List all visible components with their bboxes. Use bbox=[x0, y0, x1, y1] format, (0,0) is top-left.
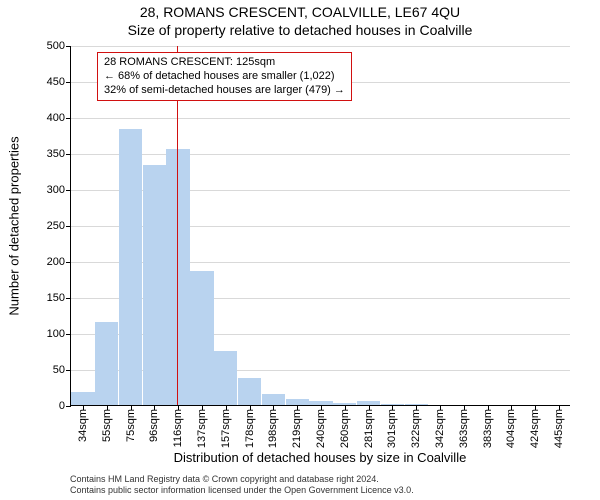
chart-plot-area: 05010015020025030035040045050034sqm55sqm… bbox=[70, 46, 570, 406]
xtick-label: 363sqm bbox=[458, 409, 470, 448]
chart-subtitle: Size of property relative to detached ho… bbox=[0, 22, 600, 38]
xtick-label: 383sqm bbox=[482, 409, 494, 448]
ytick-mark bbox=[66, 334, 71, 335]
ytick-mark bbox=[66, 46, 71, 47]
ytick-label: 50 bbox=[53, 364, 65, 376]
ytick-mark bbox=[66, 406, 71, 407]
histogram-bar bbox=[71, 392, 94, 405]
xtick-label: 404sqm bbox=[505, 409, 517, 448]
xtick-label: 342sqm bbox=[434, 409, 446, 448]
xtick-label: 281sqm bbox=[363, 409, 375, 448]
annotation-line: 32% of semi-detached houses are larger (… bbox=[104, 84, 345, 98]
ytick-label: 100 bbox=[47, 328, 65, 340]
histogram-bar bbox=[166, 149, 189, 405]
ytick-mark bbox=[66, 118, 71, 119]
ytick-mark bbox=[66, 226, 71, 227]
ytick-label: 150 bbox=[47, 292, 65, 304]
histogram-bar bbox=[95, 322, 118, 405]
xtick-label: 219sqm bbox=[291, 409, 303, 448]
xtick-label: 55sqm bbox=[101, 409, 113, 442]
ytick-label: 350 bbox=[47, 148, 65, 160]
attribution-footer: Contains HM Land Registry data © Crown c… bbox=[70, 474, 580, 496]
histogram-bar bbox=[262, 394, 285, 405]
ytick-mark bbox=[66, 298, 71, 299]
xtick-label: 198sqm bbox=[267, 409, 279, 448]
xtick-label: 75sqm bbox=[125, 409, 137, 442]
histogram-bar bbox=[119, 129, 142, 405]
gridline bbox=[71, 154, 570, 155]
ytick-mark bbox=[66, 262, 71, 263]
ytick-label: 500 bbox=[47, 40, 65, 52]
histogram-bar bbox=[214, 351, 237, 405]
xtick-label: 322sqm bbox=[410, 409, 422, 448]
annotation-line: ← 68% of detached houses are smaller (1,… bbox=[104, 70, 345, 84]
gridline bbox=[71, 46, 570, 47]
xtick-label: 445sqm bbox=[553, 409, 565, 448]
ytick-label: 250 bbox=[47, 220, 65, 232]
xtick-label: 240sqm bbox=[315, 409, 327, 448]
xtick-label: 157sqm bbox=[220, 409, 232, 448]
ytick-mark bbox=[66, 190, 71, 191]
footer-line: Contains public sector information licen… bbox=[70, 485, 580, 496]
histogram-bar bbox=[238, 378, 261, 405]
xtick-label: 178sqm bbox=[244, 409, 256, 448]
xtick-label: 424sqm bbox=[529, 409, 541, 448]
annotation-line: 28 ROMANS CRESCENT: 125sqm bbox=[104, 56, 345, 70]
ytick-mark bbox=[66, 154, 71, 155]
xtick-label: 34sqm bbox=[77, 409, 89, 442]
reference-annotation-box: 28 ROMANS CRESCENT: 125sqm ← 68% of deta… bbox=[97, 52, 352, 101]
y-axis-label: Number of detached properties bbox=[7, 136, 22, 315]
histogram-bar bbox=[143, 165, 166, 405]
page-title: 28, ROMANS CRESCENT, COALVILLE, LE67 4QU bbox=[0, 4, 600, 20]
xtick-label: 96sqm bbox=[148, 409, 160, 442]
xtick-label: 260sqm bbox=[339, 409, 351, 448]
ytick-label: 0 bbox=[59, 400, 65, 412]
xtick-label: 116sqm bbox=[172, 409, 184, 447]
xtick-label: 137sqm bbox=[196, 409, 208, 448]
xtick-label: 301sqm bbox=[386, 409, 398, 448]
histogram-bar bbox=[190, 271, 213, 405]
ytick-label: 400 bbox=[47, 112, 65, 124]
ytick-mark bbox=[66, 82, 71, 83]
footer-line: Contains HM Land Registry data © Crown c… bbox=[70, 474, 580, 485]
ytick-label: 450 bbox=[47, 76, 65, 88]
ytick-label: 200 bbox=[47, 256, 65, 268]
x-axis-label: Distribution of detached houses by size … bbox=[70, 450, 570, 465]
ytick-mark bbox=[66, 370, 71, 371]
ytick-label: 300 bbox=[47, 184, 65, 196]
gridline bbox=[71, 118, 570, 119]
